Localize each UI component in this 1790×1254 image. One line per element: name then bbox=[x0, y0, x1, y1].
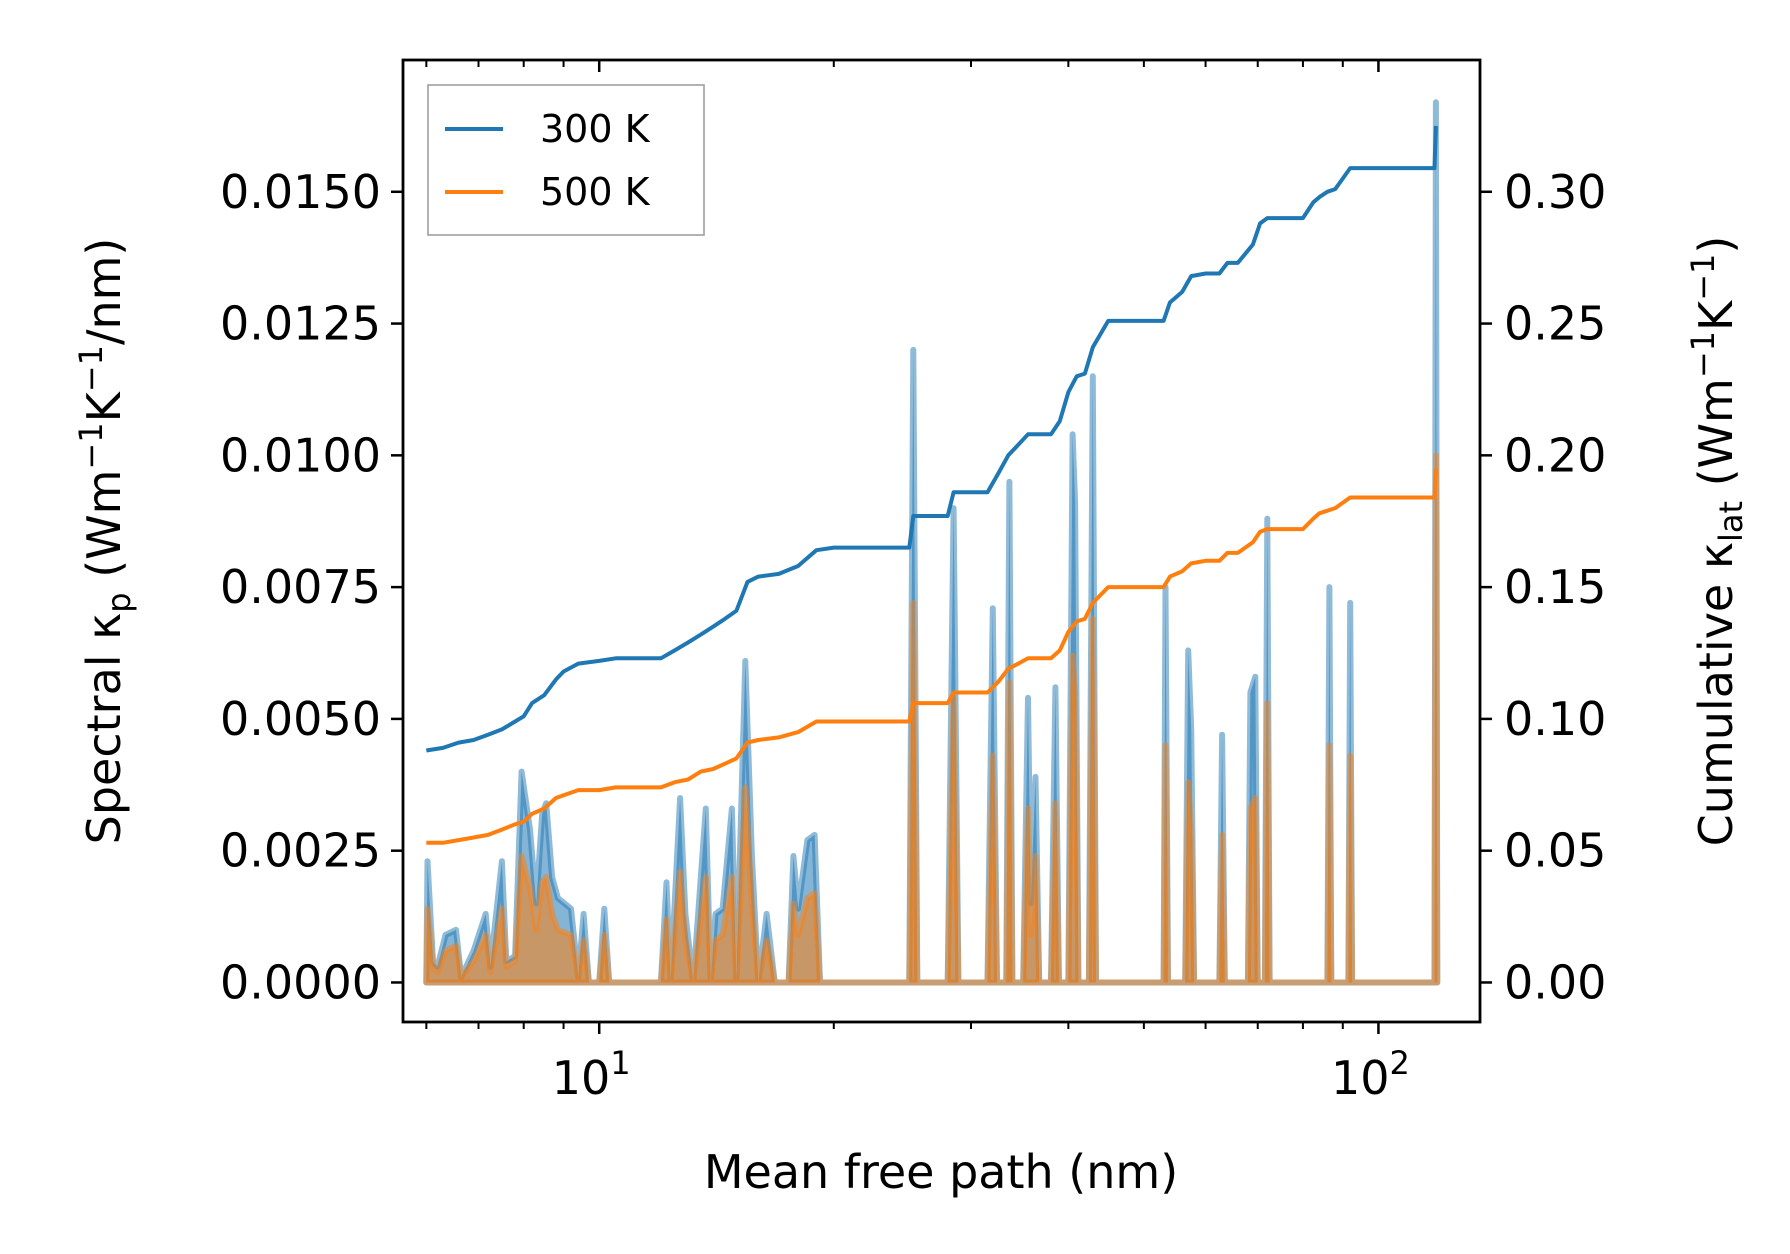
legend: 300 K 500 K bbox=[427, 84, 705, 236]
left-axis-label-sub: p bbox=[100, 592, 138, 612]
cumulative-layer bbox=[425, 125, 1438, 845]
plot-frame bbox=[401, 58, 1482, 1024]
left-tick-label: 0.0000 bbox=[220, 955, 381, 1009]
left-axis-label: Spectral κp (Wm−1K−1/nm) bbox=[72, 238, 138, 845]
right-tick-label: 0.20 bbox=[1504, 428, 1606, 482]
legend-label-300k: 300 K bbox=[540, 107, 651, 151]
right-tick-label: 0.05 bbox=[1504, 824, 1606, 878]
left-tick-label: 0.0075 bbox=[220, 560, 381, 614]
right-tick-label: 0.10 bbox=[1504, 692, 1606, 746]
left-axis-label-sup2: −1 bbox=[72, 345, 110, 392]
right-axis-label-end: ) bbox=[1689, 236, 1743, 254]
right-axis-label-mid: K bbox=[1689, 299, 1743, 331]
right-axis-label: Cumulative κlat (Wm−1K−1) bbox=[1684, 236, 1750, 847]
right-axis-label-sub: lat bbox=[1712, 501, 1750, 542]
right-axis-label-sup2: −1 bbox=[1684, 254, 1722, 301]
right-axis-label-sup1: −1 bbox=[1684, 331, 1722, 378]
right-axis-label-main: Cumulative κ bbox=[1689, 542, 1743, 846]
right-axis-label-tail: (Wm bbox=[1689, 378, 1743, 501]
left-tick-label: 0.0125 bbox=[220, 297, 381, 351]
spectral-fill-500k bbox=[423, 452, 1441, 986]
x-tick-label: 101 bbox=[552, 1044, 631, 1105]
right-tick-label: 0.30 bbox=[1504, 165, 1606, 219]
x-axis-label: Mean free path (nm) bbox=[704, 1145, 1178, 1199]
left-tick-label: 0.0100 bbox=[220, 428, 381, 482]
left-axis-label-end: /nm) bbox=[77, 238, 131, 345]
right-tick-label: 0.25 bbox=[1504, 297, 1606, 351]
cumulative-line-300k bbox=[425, 125, 1438, 753]
left-tick-label: 0.0150 bbox=[220, 165, 381, 219]
right-tick-label: 0.15 bbox=[1504, 560, 1606, 614]
ticks-layer: 0.0000 0.0025 0.0050 0.0075 0.0100 0.0125 0.01… bbox=[220, 60, 1606, 1105]
spectral-layer bbox=[423, 99, 1441, 986]
left-axis-label-main: Spectral κ bbox=[77, 613, 131, 845]
left-tick-label: 0.0025 bbox=[220, 824, 381, 878]
x-tick-label: 102 bbox=[1331, 1044, 1410, 1105]
left-tick-label: 0.0050 bbox=[220, 692, 381, 746]
right-tick-label: 0.00 bbox=[1504, 955, 1606, 1009]
left-axis-label-sup1: −1 bbox=[72, 422, 110, 469]
legend-box bbox=[427, 84, 705, 236]
legend-label-500k: 500 K bbox=[540, 170, 651, 214]
left-axis-label-mid: K bbox=[77, 390, 131, 422]
left-axis-label-tail: (Wm bbox=[77, 470, 131, 593]
cumulative-line-500k bbox=[426, 468, 1438, 845]
